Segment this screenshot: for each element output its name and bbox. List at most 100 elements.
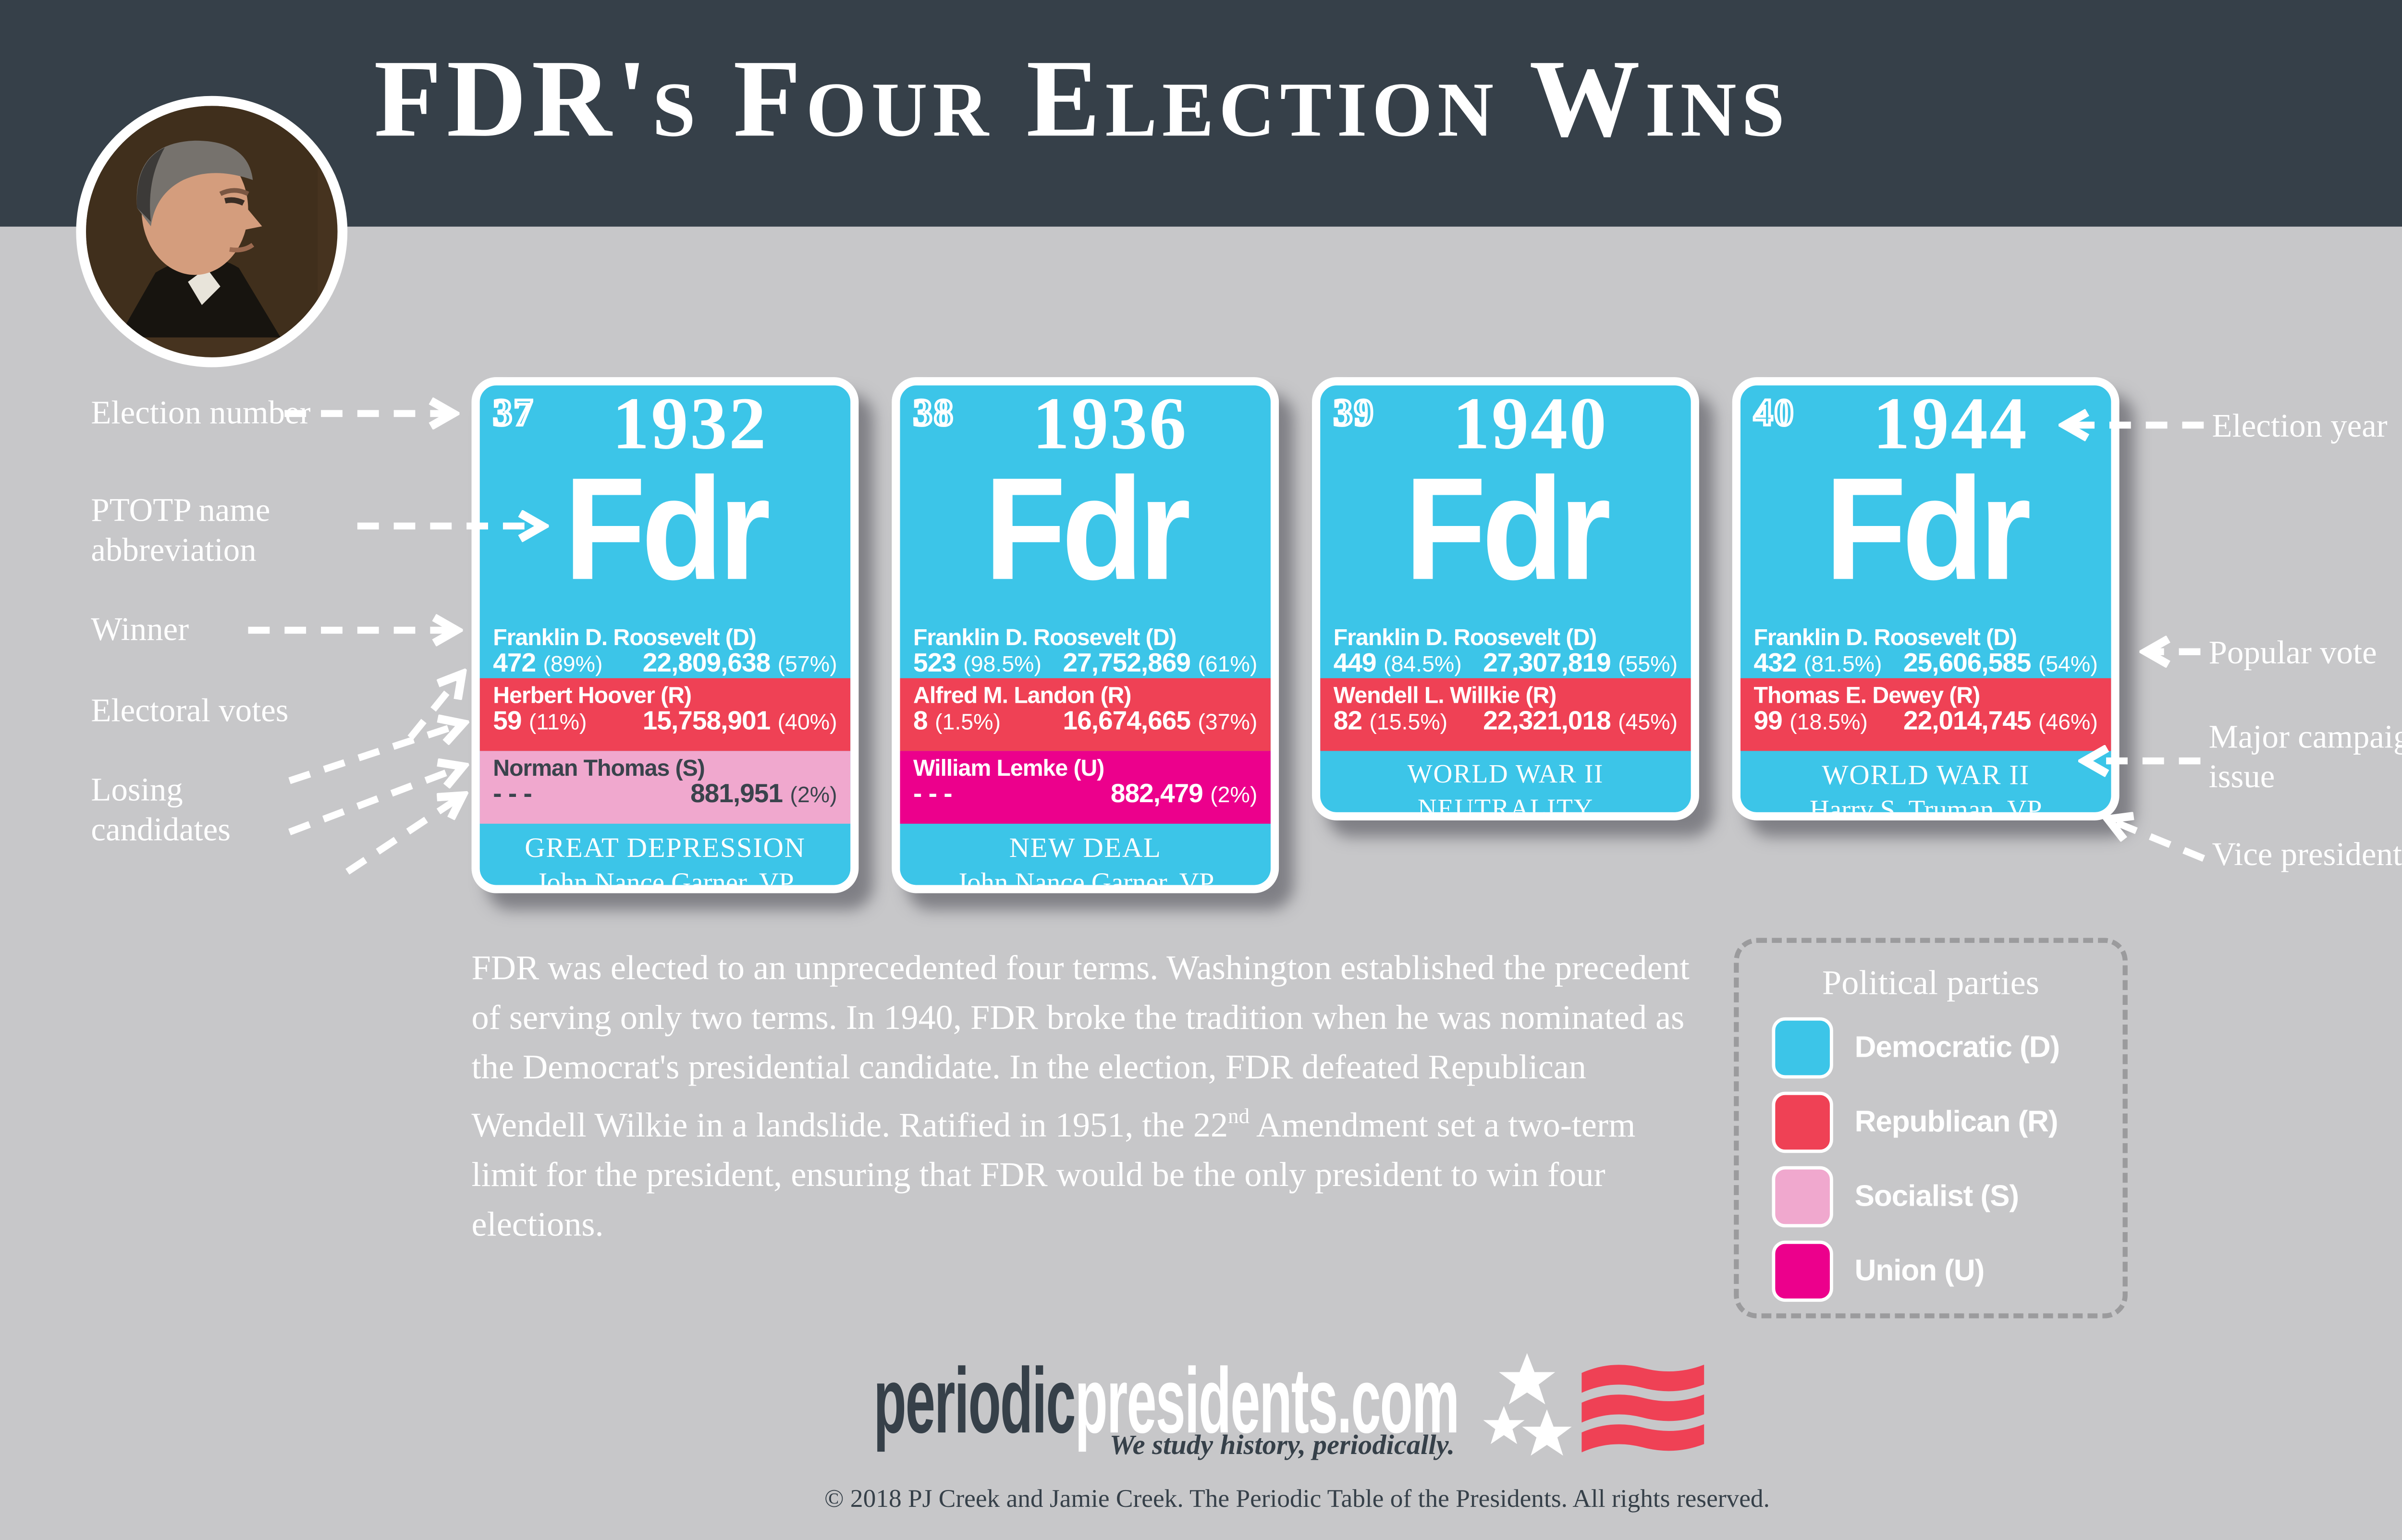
ptotp-symbol-1936: Fdr: [984, 446, 1191, 611]
loser-votes: - - - 882,479 (2%): [913, 781, 1257, 810]
popular-pct: (2%): [1210, 782, 1258, 807]
popular-votes: 16,674,665: [1063, 708, 1191, 736]
popular-pct: (46%): [2038, 709, 2098, 734]
mouth: [229, 243, 255, 253]
arrow-electoral-2: [288, 724, 460, 784]
electoral-pct: (18.5%): [1789, 709, 1868, 734]
issue-block-1944: WORLD WAR II Harry S. Truman, VP: [1740, 751, 2111, 812]
electoral-votes: 449: [1333, 650, 1377, 678]
body-paragraph: FDR was elected to an unprecedented four…: [472, 943, 1699, 1249]
popular-votes: 22,321,018: [1483, 708, 1611, 736]
electoral-votes: 8: [913, 708, 928, 736]
issue-block-1940: WORLD WAR II NEUTRALITY Henry Agard Wall…: [1320, 751, 1691, 821]
loser-name: Wendell L. Willkie (R): [1333, 681, 1557, 708]
winner-row-1944: Franklin D. Roosevelt (D) 432 (81.5%) 25…: [1740, 620, 2111, 678]
loser-row-thomas: Norman Thomas (S) - - - 881,951 (2%): [479, 751, 851, 824]
popular-pct: (37%): [1198, 709, 1258, 734]
election-card-1940: 39 1940 Fdr Franklin D. Roosevelt (D) 44…: [1312, 377, 1699, 821]
header-bar: FDR's Four Election Wins: [0, 0, 2402, 227]
label-election-number: Election number: [91, 395, 311, 432]
popular-pct: (55%): [1618, 651, 1678, 677]
winner-name: Franklin D. Roosevelt (D): [1753, 623, 2018, 650]
campaign-issue: GREAT DEPRESSION: [525, 832, 806, 864]
fdr-portrait-image: [86, 106, 318, 338]
winner-row-1936: Franklin D. Roosevelt (D) 523 (98.5%) 27…: [900, 620, 1271, 680]
ptotp-symbol-1932: Fdr: [564, 446, 771, 611]
issue-block-1932: GREAT DEPRESSION John Nance Garner, VP: [479, 823, 851, 885]
electoral-pct: (11%): [528, 709, 587, 734]
popular-pct: (40%): [777, 709, 837, 734]
hair-shadow: [136, 147, 165, 222]
loser-name: Norman Thomas (S): [493, 754, 705, 781]
hair: [136, 140, 253, 227]
election-card-1944: 40 1944 Fdr Franklin D. Roosevelt (D) 43…: [1732, 377, 2120, 821]
election-number-1932: 37: [491, 391, 535, 435]
socialist-swatch-icon: [1772, 1166, 1833, 1228]
republican-swatch-icon: [1772, 1091, 1833, 1153]
paragraph-superscript: nd: [1228, 1103, 1250, 1128]
political-parties-legend: Political parties Democratic (D) Republi…: [1734, 938, 2128, 1319]
loser-row-willkie: Wendell L. Willkie (R) 82 (15.5%) 22,321…: [1320, 678, 1691, 751]
flag-stripes-icon: [1581, 1364, 1704, 1453]
eye: [224, 197, 245, 206]
copyright: © 2018 PJ Creek and Jamie Creek. The Per…: [824, 1485, 1770, 1514]
star-icon: [1499, 1353, 1556, 1405]
electoral-votes: - - -: [493, 781, 532, 809]
legend-item-democratic: Democratic (D): [1772, 1017, 2122, 1079]
popular-votes: 15,758,901: [642, 708, 771, 736]
page-title: FDR's Four Election Wins: [374, 38, 1790, 161]
electoral-pct: (84.5%): [1383, 651, 1462, 677]
label-ptotp: PTOTP name abbreviation: [91, 493, 270, 569]
election-year-1944: 1944: [1873, 382, 2029, 465]
electoral-pct: (89%): [543, 651, 603, 677]
electoral-votes: 523: [913, 650, 956, 678]
stripe: [1581, 1424, 1704, 1453]
popular-pct: (57%): [777, 651, 837, 677]
electoral-votes: 472: [493, 650, 536, 678]
loser-name: William Lemke (U): [913, 754, 1104, 781]
label-winner: Winner: [91, 612, 189, 648]
union-swatch-icon: [1772, 1240, 1833, 1302]
legend-item-republican: Republican (R): [1772, 1091, 2122, 1153]
campaign-issue: WORLD WAR II NEUTRALITY: [1407, 761, 1604, 821]
winner-name: Franklin D. Roosevelt (D): [913, 623, 1177, 650]
legend-label: Union (U): [1854, 1254, 1985, 1287]
arrow-vice-president: [2111, 820, 2206, 862]
loser-votes: 59 (11%) 15,758,901 (40%): [493, 708, 837, 738]
issue-block-1936: NEW DEAL John Nance Garner, VP: [900, 823, 1271, 885]
label-losing-candidates: Losing candidates: [91, 772, 231, 849]
popular-votes: 25,606,585: [1903, 650, 2032, 678]
loser-name: Thomas E. Dewey (R): [1753, 681, 1981, 708]
legend-label: Democratic (D): [1854, 1030, 2060, 1064]
election-year-1940: 1940: [1452, 382, 1608, 465]
legend-item-socialist: Socialist (S): [1772, 1166, 2122, 1228]
collar: [188, 268, 221, 305]
popular-pct: (54%): [2038, 651, 2098, 677]
popular-pct: (45%): [1618, 709, 1678, 734]
winner-row-1940: Franklin D. Roosevelt (D) 449 (84.5%) 27…: [1320, 620, 1691, 678]
election-number-1944: 40: [1752, 391, 1795, 435]
label-campaign-issue: Major campaign issue: [2208, 719, 2402, 796]
popular-pct: (2%): [790, 782, 837, 807]
label-election-year: Election year: [2212, 408, 2388, 445]
winner-votes: 449 (84.5%) 27,307,819 (55%): [1334, 650, 1678, 680]
legend-label: Socialist (S): [1854, 1179, 2019, 1213]
arrow-losing-2: [345, 797, 460, 875]
winner-votes: 523 (98.5%) 27,752,869 (61%): [913, 650, 1257, 680]
electoral-pct: (15.5%): [1369, 709, 1448, 734]
loser-name: Alfred M. Landon (R): [913, 681, 1131, 708]
stripe: [1581, 1394, 1704, 1423]
label-vice-president: Vice president: [2212, 837, 2402, 874]
popular-votes: 22,014,745: [1903, 708, 2032, 736]
election-number-1936: 38: [912, 391, 955, 435]
campaign-issue: WORLD WAR II: [1822, 759, 2030, 791]
election-year-1936: 1936: [1032, 382, 1188, 465]
arrow-electoral-1: [407, 676, 460, 740]
popular-votes: 881,951: [690, 781, 783, 809]
winner-row-1932: Franklin D. Roosevelt (D) 472 (89%) 22,8…: [479, 620, 851, 678]
electoral-votes: 59: [493, 708, 522, 736]
campaign-issue: NEW DEAL: [1009, 832, 1162, 864]
card-1944-top: 40 1944 Fdr: [1740, 385, 2111, 620]
